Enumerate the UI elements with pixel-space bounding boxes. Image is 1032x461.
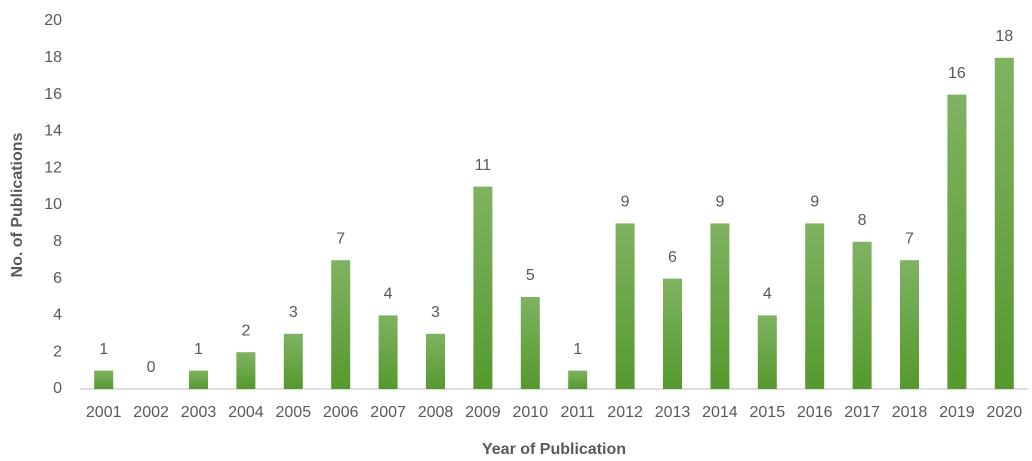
data-label: 6 [668, 249, 677, 266]
bar [663, 278, 682, 389]
x-tick-label: 2005 [276, 404, 312, 421]
data-label: 16 [948, 65, 966, 82]
data-label: 2 [241, 322, 250, 339]
data-label: 1 [194, 341, 203, 358]
x-tick-label: 2012 [607, 404, 643, 421]
x-tick-label: 2011 [560, 404, 595, 421]
data-label: 18 [995, 28, 1013, 45]
bar [900, 260, 919, 389]
y-tick-label: 20 [44, 12, 62, 29]
bar [189, 370, 208, 389]
x-tick-label: 2014 [702, 404, 738, 421]
data-label: 8 [858, 212, 867, 229]
data-label: 7 [336, 230, 345, 247]
data-label: 1 [99, 341, 108, 358]
bar [710, 223, 730, 389]
x-tick-label: 2020 [987, 404, 1023, 421]
x-tick-label: 2010 [513, 404, 549, 421]
y-tick-label: 4 [53, 307, 62, 324]
bar [426, 333, 445, 389]
x-tick-label: 2002 [133, 404, 169, 421]
bar [378, 315, 398, 389]
data-label: 0 [147, 359, 156, 376]
bar [757, 315, 777, 389]
y-axis-title: No. of Publications [9, 132, 26, 277]
x-tick-label: 2003 [181, 404, 217, 421]
bar [805, 223, 825, 389]
data-label: 4 [763, 286, 772, 303]
y-tick-label: 18 [44, 49, 62, 66]
data-label: 3 [431, 304, 440, 321]
bar [236, 352, 256, 389]
x-tick-label: 2016 [797, 404, 833, 421]
y-tick-label: 8 [53, 233, 62, 250]
x-tick-label: 2009 [465, 404, 501, 421]
x-tick-label: 2015 [750, 404, 786, 421]
x-tick-label: 2008 [418, 404, 454, 421]
x-tick-label: 2007 [370, 404, 406, 421]
bar [473, 186, 493, 389]
x-tick-label: 2017 [844, 404, 880, 421]
bar [615, 223, 635, 389]
bar [947, 94, 967, 389]
data-label: 4 [384, 286, 393, 303]
data-label: 7 [905, 230, 914, 247]
y-tick-label: 0 [53, 380, 62, 397]
x-tick-label: 2006 [323, 404, 359, 421]
y-tick-label: 2 [53, 343, 62, 360]
bar [568, 370, 588, 389]
data-label: 3 [289, 304, 298, 321]
y-tick-label: 14 [44, 123, 62, 140]
x-axis-title: Year of Publication [482, 441, 626, 458]
bar [994, 57, 1014, 390]
data-label: 9 [810, 194, 819, 211]
data-label: 9 [715, 194, 724, 211]
y-tick-label: 10 [44, 196, 62, 213]
x-tick-label: 2004 [228, 404, 264, 421]
bar [331, 260, 351, 389]
y-tick-label: 6 [53, 270, 62, 287]
bar [94, 370, 114, 389]
y-tick-label: 16 [44, 86, 62, 103]
data-label: 5 [526, 267, 535, 284]
x-tick-label: 2001 [86, 404, 122, 421]
x-tick-label: 2013 [655, 404, 691, 421]
y-tick-label: 12 [44, 159, 62, 176]
x-tick-label: 2019 [939, 404, 975, 421]
x-tick-label: 2018 [892, 404, 928, 421]
data-label: 1 [573, 341, 582, 358]
bar [283, 333, 303, 389]
data-label: 11 [475, 157, 492, 174]
bar [852, 241, 872, 389]
bar [520, 297, 540, 389]
data-label: 9 [621, 194, 630, 211]
